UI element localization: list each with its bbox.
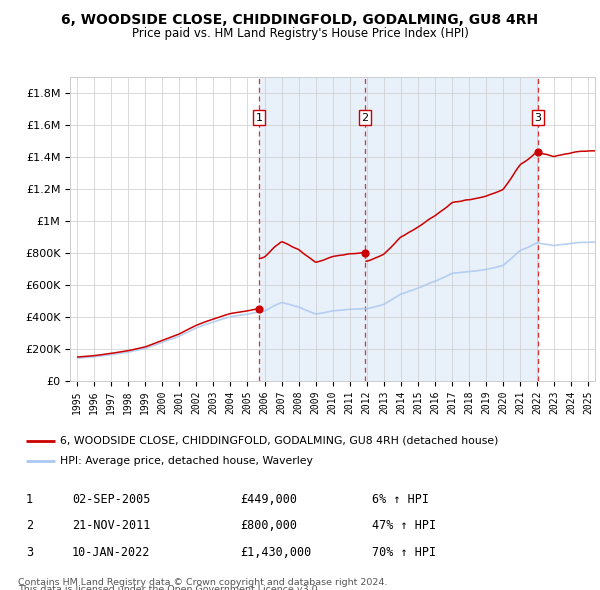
Text: 1: 1 (256, 113, 262, 123)
Text: 70% ↑ HPI: 70% ↑ HPI (372, 546, 436, 559)
Text: 47% ↑ HPI: 47% ↑ HPI (372, 519, 436, 532)
Text: 6, WOODSIDE CLOSE, CHIDDINGFOLD, GODALMING, GU8 4RH: 6, WOODSIDE CLOSE, CHIDDINGFOLD, GODALMI… (61, 13, 539, 27)
Text: 3: 3 (535, 113, 541, 123)
Text: Contains HM Land Registry data © Crown copyright and database right 2024.: Contains HM Land Registry data © Crown c… (18, 578, 388, 587)
Text: 6% ↑ HPI: 6% ↑ HPI (372, 493, 429, 506)
Text: 10-JAN-2022: 10-JAN-2022 (72, 546, 151, 559)
Point (254, 304, 263, 313)
Text: 2: 2 (361, 113, 368, 123)
Point (360, 248, 370, 257)
Text: 1: 1 (26, 493, 33, 506)
Text: £1,430,000: £1,430,000 (240, 546, 311, 559)
Text: Price paid vs. HM Land Registry's House Price Index (HPI): Price paid vs. HM Land Registry's House … (131, 27, 469, 40)
Text: 3: 3 (26, 546, 33, 559)
Text: 6, WOODSIDE CLOSE, CHIDDINGFOLD, GODALMING, GU8 4RH (detached house): 6, WOODSIDE CLOSE, CHIDDINGFOLD, GODALMI… (60, 436, 499, 446)
Text: 21-NOV-2011: 21-NOV-2011 (72, 519, 151, 532)
Text: 02-SEP-2005: 02-SEP-2005 (72, 493, 151, 506)
Text: This data is licensed under the Open Government Licence v3.0.: This data is licensed under the Open Gov… (18, 585, 320, 590)
Text: 2: 2 (26, 519, 33, 532)
Text: £800,000: £800,000 (240, 519, 297, 532)
Point (533, 147, 543, 156)
Text: £449,000: £449,000 (240, 493, 297, 506)
Bar (259, 77, 365, 381)
Text: HPI: Average price, detached house, Waverley: HPI: Average price, detached house, Wave… (60, 456, 313, 466)
Bar (365, 77, 538, 381)
